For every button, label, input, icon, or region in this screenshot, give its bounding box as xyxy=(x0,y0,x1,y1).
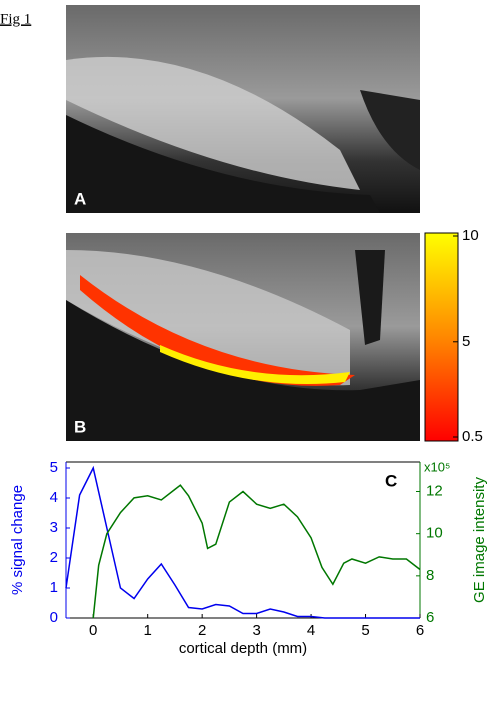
panel-label: A xyxy=(74,189,86,208)
line xyxy=(92,484,421,619)
line xyxy=(65,465,420,619)
y2-tick-label: 6 xyxy=(426,609,434,626)
y-tick-label: 5 xyxy=(50,459,58,476)
panel-a-image xyxy=(66,5,420,213)
y-tick-label: 2 xyxy=(50,549,58,566)
figure-label: Fig 1 xyxy=(0,11,31,27)
y-tick-label: 3 xyxy=(50,519,58,536)
x-tick-label: 6 xyxy=(416,622,424,639)
colorbar xyxy=(424,232,459,442)
y-axis-label: % signal change xyxy=(9,485,26,595)
colorbar-tick-label: 0.5 xyxy=(462,428,483,445)
y-tick-label: 0 xyxy=(50,609,58,626)
y2-tick-label: 10 xyxy=(426,525,443,542)
colorbar-tick-label: 10 xyxy=(462,227,479,244)
colorbar-tick-label: 5 xyxy=(462,333,470,350)
panel-b-image xyxy=(66,233,420,441)
x-axis-label: cortical depth (mm) xyxy=(179,640,307,657)
x-tick-label: 5 xyxy=(361,622,369,639)
y2-multiplier: x10⁵ xyxy=(424,459,450,474)
x-tick-label: 0 xyxy=(89,622,97,639)
x-tick-label: 1 xyxy=(144,622,152,639)
y-tick-label: 1 xyxy=(50,579,58,596)
x-tick-label: 3 xyxy=(252,622,260,639)
x-tick-label: 4 xyxy=(307,622,315,639)
y2-axis-label: GE image intensity xyxy=(471,477,488,603)
y2-tick-label: 12 xyxy=(426,482,443,499)
x-tick-label: 2 xyxy=(198,622,206,639)
y-tick-label: 4 xyxy=(50,489,58,506)
panel-label: B xyxy=(74,417,86,436)
y2-tick-label: 8 xyxy=(426,567,434,584)
panel-label: C xyxy=(385,471,397,490)
